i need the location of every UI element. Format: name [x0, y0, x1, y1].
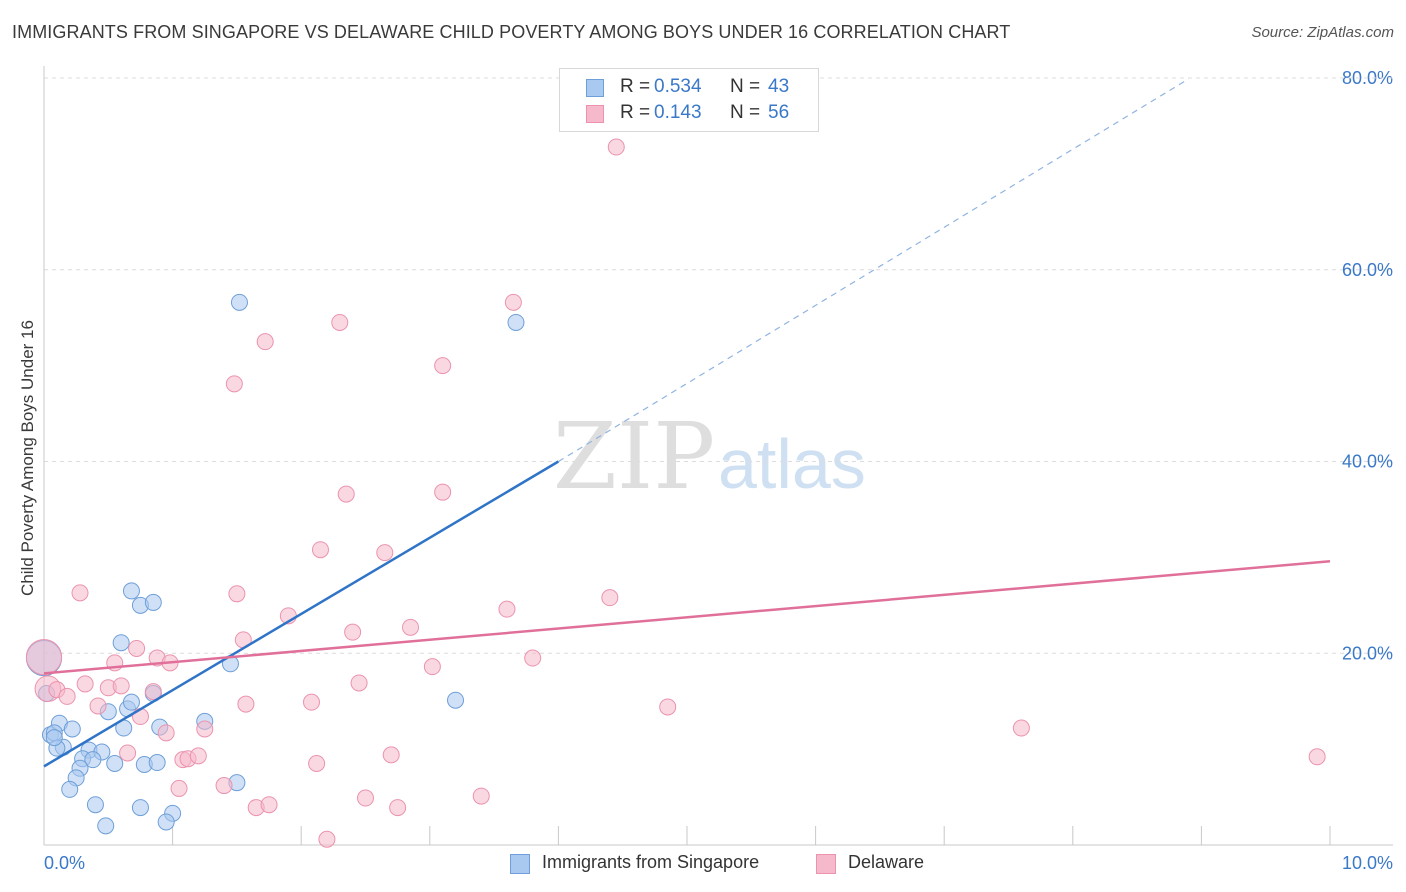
y-tick-label: 20.0% — [1342, 643, 1393, 663]
singapore-point — [131, 799, 149, 817]
legend-r-value: 0.143 — [654, 102, 702, 123]
delaware-point — [131, 708, 149, 726]
delaware-point — [225, 375, 243, 393]
delaware-point — [318, 830, 336, 848]
delaware-point — [472, 787, 490, 805]
delaware-point — [607, 138, 625, 156]
legend-r-label: R = — [620, 76, 651, 97]
delaware-point — [504, 293, 522, 311]
singapore-trend-extension — [558, 78, 1189, 463]
delaware-point — [1012, 719, 1030, 737]
x-tick-label-max: 10.0% — [1342, 853, 1393, 873]
singapore-point — [106, 755, 124, 773]
delaware-point — [228, 585, 246, 603]
delaware-point — [302, 693, 320, 711]
delaware-point — [311, 541, 329, 559]
delaware-point — [112, 677, 130, 695]
delaware-point — [498, 600, 516, 618]
singapore-point — [122, 693, 140, 711]
singapore-point — [157, 813, 175, 831]
delaware-point — [376, 544, 394, 562]
delaware-point — [215, 777, 233, 795]
delaware-trend-line — [43, 559, 1331, 675]
singapore-point — [144, 593, 162, 611]
delaware-point — [128, 639, 146, 657]
delaware-point — [1308, 748, 1326, 766]
delaware-point — [382, 746, 400, 764]
singapore-point — [230, 293, 248, 311]
delaware-point — [601, 589, 619, 607]
singapore-point — [148, 754, 166, 772]
bottom-legend-swatch-pink — [816, 854, 836, 874]
x-tick-label-min: 0.0% — [44, 853, 85, 873]
singapore-point — [63, 720, 81, 738]
singapore-point — [112, 634, 130, 652]
delaware-point — [308, 755, 326, 773]
legend-n-value: 43 — [768, 76, 790, 97]
bottom-legend-swatch-blue — [510, 854, 530, 874]
delaware-point — [260, 796, 278, 814]
watermark-atlas: atlas — [718, 425, 866, 503]
delaware-point — [58, 687, 76, 705]
delaware-point — [524, 649, 542, 667]
legend-swatch-pink — [586, 105, 604, 123]
bottom-legend-label: Immigrants from Singapore — [542, 852, 760, 872]
delaware-point — [337, 485, 355, 503]
legend-n-label: N = — [730, 102, 761, 123]
bottom-legend-label: Delaware — [848, 852, 925, 872]
chart-title: IMMIGRANTS FROM SINGAPORE VS DELAWARE CH… — [12, 22, 1011, 42]
legend-swatch-blue — [586, 79, 604, 97]
legend-n-label: N = — [730, 76, 761, 97]
delaware-point — [389, 799, 407, 817]
delaware-point — [357, 789, 374, 807]
delaware-point — [659, 698, 677, 716]
delaware-point — [25, 638, 63, 676]
singapore-point — [45, 729, 63, 747]
delaware-point — [157, 724, 175, 742]
delaware-point — [434, 483, 452, 501]
y-tick-label: 40.0% — [1342, 452, 1393, 472]
delaware-point — [196, 720, 214, 738]
legend-n-value: 56 — [768, 102, 790, 123]
singapore-point — [122, 582, 140, 600]
source-label: Source: ZipAtlas.com — [1251, 24, 1394, 41]
singapore-point — [507, 313, 525, 331]
singapore-trend-line — [43, 460, 560, 768]
delaware-point — [423, 658, 441, 676]
singapore-point — [97, 817, 115, 835]
delaware-point — [144, 683, 162, 701]
delaware-point — [434, 357, 452, 375]
delaware-point — [402, 618, 420, 636]
delaware-point — [76, 675, 94, 693]
singapore-point — [61, 780, 79, 798]
delaware-point — [237, 695, 255, 713]
delaware-point — [89, 697, 107, 715]
correlation-legend: R = 0.534 N = 43 R = 0.143 N = 56 — [559, 68, 819, 132]
delaware-point — [170, 779, 188, 797]
delaware-point — [189, 747, 207, 765]
delaware-point — [350, 674, 368, 692]
watermark-zip: ZIP — [553, 403, 715, 510]
delaware-point — [344, 623, 362, 641]
delaware-point — [119, 744, 137, 762]
y-tick-label: 60.0% — [1342, 260, 1393, 280]
legend-r-value: 0.534 — [654, 76, 702, 97]
delaware-point — [331, 313, 349, 331]
delaware-point — [256, 333, 274, 351]
legend-r-label: R = — [620, 102, 651, 123]
singapore-point — [447, 691, 465, 709]
singapore-point — [86, 796, 104, 814]
delaware-point — [71, 584, 89, 602]
singapore-point — [84, 751, 102, 769]
